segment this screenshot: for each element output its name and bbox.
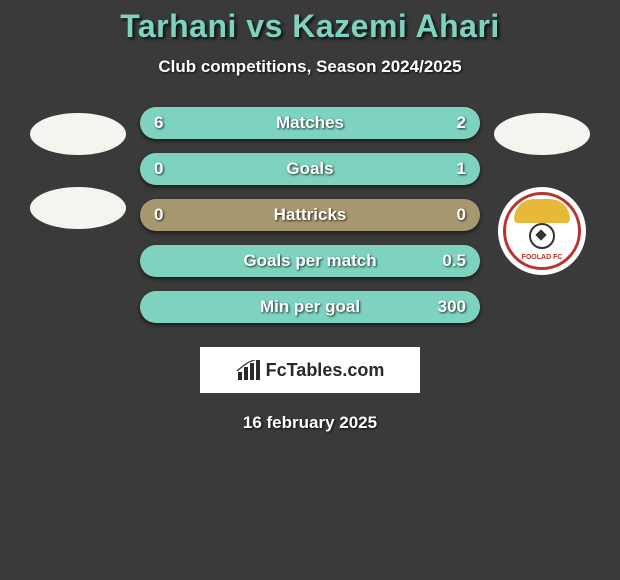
left-player-column (28, 107, 128, 229)
stats-bars: 6 Matches 2 0 Goals 1 0 Hattricks 0 Goals per mat… (140, 107, 480, 323)
bar-fill-right (395, 107, 480, 139)
stat-bar: Goals per match 0.5 (140, 245, 480, 277)
right-player-column: FOOLAD FC (492, 107, 592, 275)
stat-label: Min per goal (260, 297, 360, 317)
club-badge-left (30, 187, 126, 229)
page-title: Tarhani vs Kazemi Ahari (0, 8, 620, 45)
stat-value-left: 6 (154, 113, 163, 133)
bar-fill-left (140, 107, 395, 139)
stat-bar: 0 Goals 1 (140, 153, 480, 185)
stat-value-right: 300 (438, 297, 466, 317)
stat-bar: Min per goal 300 (140, 291, 480, 323)
badge-inner: FOOLAD FC (503, 192, 581, 270)
club-badge-right: FOOLAD FC (498, 187, 586, 275)
player-photo-right (494, 113, 590, 155)
stat-label: Matches (276, 113, 344, 133)
stat-value-right: 0 (457, 205, 466, 225)
stat-bar: 0 Hattricks 0 (140, 199, 480, 231)
subtitle: Club competitions, Season 2024/2025 (0, 57, 620, 77)
stat-value-left: 0 (154, 159, 163, 179)
soccer-ball-icon (529, 223, 555, 249)
badge-top-shape (514, 199, 570, 223)
stat-label: Hattricks (274, 205, 347, 225)
main-area: 6 Matches 2 0 Goals 1 0 Hattricks 0 Goals per mat… (0, 107, 620, 323)
stat-bar: 6 Matches 2 (140, 107, 480, 139)
stat-label: Goals (286, 159, 333, 179)
stat-value-right: 2 (457, 113, 466, 133)
date-label: 16 february 2025 (0, 413, 620, 433)
stat-value-right: 0.5 (442, 251, 466, 271)
bar-chart-icon (236, 360, 262, 380)
brand-text: FcTables.com (266, 360, 385, 381)
stat-label: Goals per match (243, 251, 376, 271)
brand-footer[interactable]: FcTables.com (200, 347, 420, 393)
stat-value-left: 0 (154, 205, 163, 225)
comparison-widget: Tarhani vs Kazemi Ahari Club competition… (0, 0, 620, 433)
badge-label: FOOLAD FC (506, 254, 578, 261)
stat-value-right: 1 (457, 159, 466, 179)
player-photo-left (30, 113, 126, 155)
